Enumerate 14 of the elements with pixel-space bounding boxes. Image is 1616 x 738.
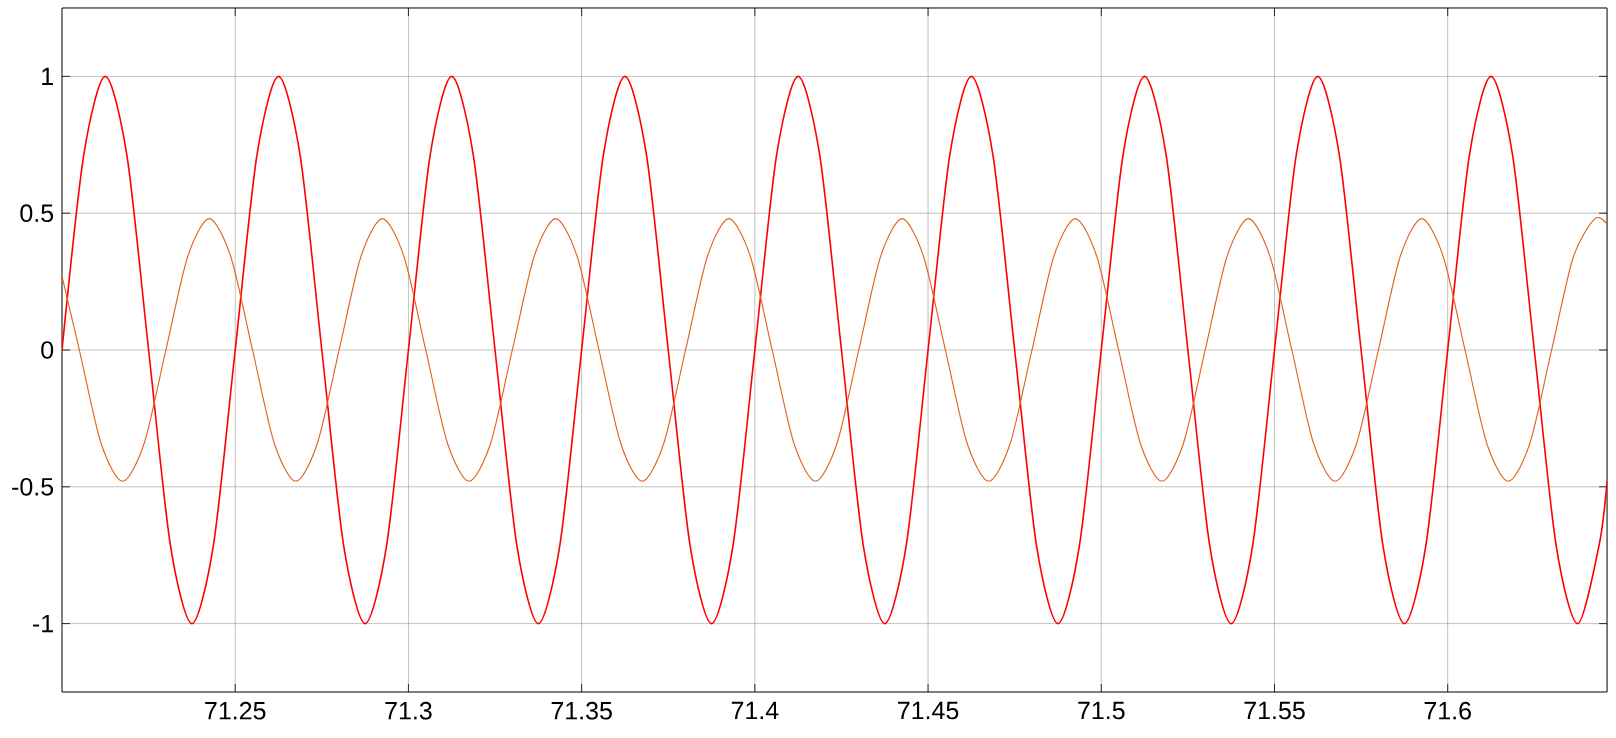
x-tick-label: 71.25 — [205, 701, 266, 720]
x-tick-label: 71.6 — [1424, 701, 1471, 720]
line-series — [62, 218, 1608, 482]
x-tick-label: 71.35 — [551, 701, 612, 720]
x-tick-label: 71.5 — [1078, 701, 1125, 720]
y-tick-label: -1 — [33, 614, 53, 633]
y-tick-label: 0.5 — [20, 204, 54, 223]
y-tick-label: 1 — [42, 67, 53, 85]
y-tick-label: -0.5 — [12, 477, 54, 496]
x-tick-label: 71.45 — [898, 701, 959, 720]
x-tick-label: 71.4 — [731, 701, 779, 720]
x-tick-label: 71.3 — [385, 701, 432, 720]
y-tick-label: 0 — [41, 341, 54, 359]
x-tick-label: 71.55 — [1244, 701, 1305, 720]
